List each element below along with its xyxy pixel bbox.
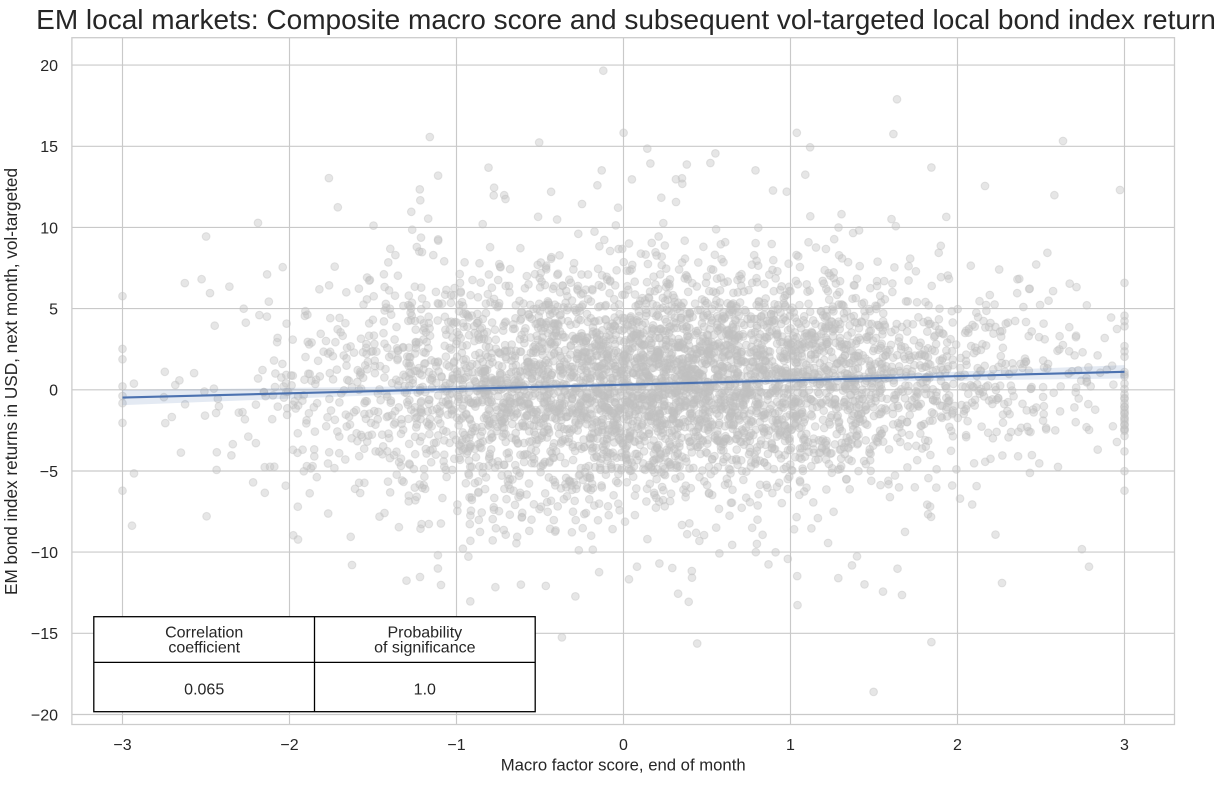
svg-text:EM local markets: Composite ma: EM local markets: Composite macro score … <box>36 4 1216 35</box>
svg-text:1: 1 <box>786 737 795 754</box>
svg-text:10: 10 <box>40 220 58 237</box>
svg-text:2: 2 <box>953 737 962 754</box>
svg-text:−3: −3 <box>113 737 131 754</box>
svg-text:−2: −2 <box>280 737 298 754</box>
svg-text:0.065: 0.065 <box>184 681 224 698</box>
svg-text:−20: −20 <box>31 707 58 724</box>
svg-text:−10: −10 <box>31 545 58 562</box>
svg-text:coefficient: coefficient <box>168 640 240 657</box>
svg-text:20: 20 <box>40 58 58 75</box>
svg-text:of significance: of significance <box>374 640 475 657</box>
svg-text:5: 5 <box>49 302 58 319</box>
svg-text:3: 3 <box>1120 737 1129 754</box>
svg-text:−15: −15 <box>31 626 58 643</box>
svg-text:1.0: 1.0 <box>414 681 436 698</box>
svg-text:−1: −1 <box>447 737 465 754</box>
svg-text:Macro factor score, end of mon: Macro factor score, end of month <box>501 756 746 775</box>
svg-text:0: 0 <box>619 737 628 754</box>
svg-text:−5: −5 <box>40 464 58 481</box>
svg-text:EM bond index returns in USD,: EM bond index returns in USD, next month… <box>1 168 21 595</box>
svg-text:0: 0 <box>49 383 58 400</box>
svg-text:15: 15 <box>40 139 58 156</box>
